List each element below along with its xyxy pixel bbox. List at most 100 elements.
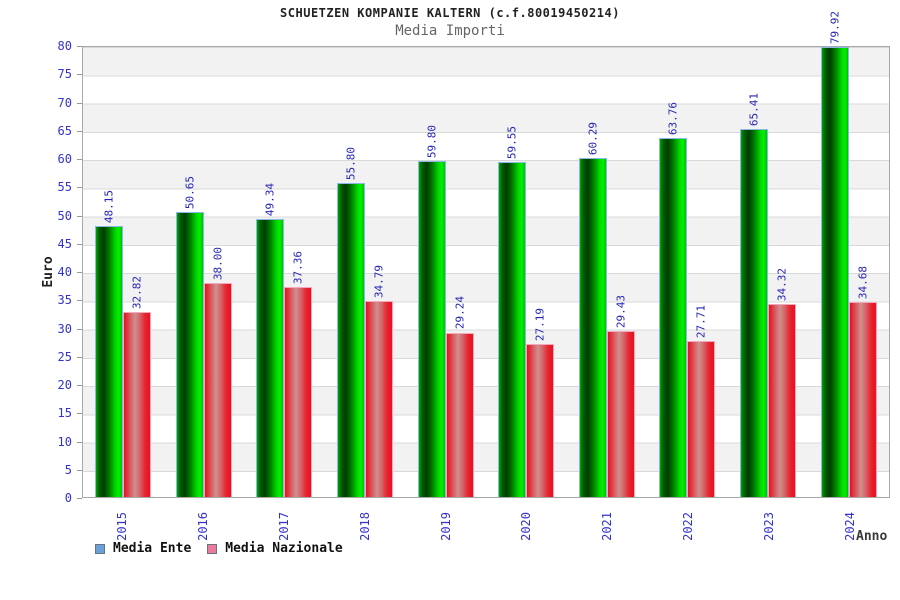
bar-media-ente-2019: 59.80: [417, 125, 446, 497]
legend-label-media-ente: Media Ente: [113, 541, 192, 556]
bar-group-2024: 79.92 34.68: [808, 11, 889, 497]
x-cell-2023: 2023: [728, 505, 809, 547]
y-tick-mark: [77, 187, 82, 189]
x-tick-label-2020: 2020: [519, 511, 534, 541]
y-tick-mark: [77, 469, 82, 471]
bar-media-ente-2023: 65.41: [740, 93, 769, 497]
x-tick-label-2015: 2015: [115, 511, 130, 541]
legend-item-media-ente: Media Ente: [95, 541, 191, 556]
bar-group-2021: 60.29 29.43: [567, 47, 648, 497]
bar-media-ente-2015: 48.15: [95, 190, 124, 497]
bar-group-2019: 59.80 29.24: [405, 47, 486, 497]
x-cell-2022: 2022: [648, 505, 729, 547]
bar-value-label-media-ente-2015: 48.15: [102, 190, 116, 224]
media-nazionale-swatch-icon: [207, 543, 218, 554]
bar-media-ente-2018: 55.80: [337, 147, 366, 497]
y-tick-mark: [77, 300, 82, 302]
bar-media-nazionale-2023: 34.32: [768, 268, 797, 497]
bar-group-2018: 55.80 34.79: [325, 47, 406, 497]
bar-group-2015: 48.15 32.82: [83, 47, 164, 497]
bar-value-label-media-ente-2016: 50.65: [183, 175, 197, 210]
x-tick-label-2024: 2024: [842, 511, 857, 541]
bar-media-nazionale-2022: 27.71: [687, 305, 716, 497]
bar-media-nazionale-2015: 32.82: [123, 276, 152, 497]
y-tick-mark: [77, 74, 82, 76]
y-tick-label-60: 60: [57, 152, 72, 166]
y-tick-label-55: 55: [57, 180, 72, 195]
x-tick-label-2017: 2017: [276, 511, 291, 541]
y-tick-label-15: 15: [57, 406, 72, 421]
y-tick-label-0: 0: [64, 491, 72, 505]
x-tick-label-2021: 2021: [600, 511, 615, 541]
y-tick-mark: [77, 413, 82, 415]
bar-value-label-media-ente-2020: 59.55: [505, 125, 519, 160]
bar-value-label-media-ente-2021: 60.29: [586, 121, 600, 155]
y-tick-mark: [77, 356, 82, 358]
bar-group-2017: 49.34 37.36: [244, 47, 325, 497]
y-tick-mark: [77, 159, 82, 160]
legend-item-media-nazionale: Media Nazionale: [207, 541, 343, 556]
x-cell-2021: 2021: [567, 505, 648, 547]
chart-title: SCHUETZEN KOMPANIE KALTERN (c.f.80019450…: [280, 6, 620, 20]
bar-media-ente-2017: 49.34: [256, 183, 285, 497]
bar-group-2016: 50.65 38.00: [164, 47, 245, 497]
bar-value-label-media-nazionale-2017: 37.36: [291, 250, 305, 284]
legend-label-media-nazionale: Media Nazionale: [225, 541, 343, 556]
bar-value-label-media-nazionale-2015: 32.82: [130, 276, 144, 310]
y-tick-mark: [77, 328, 82, 330]
bar-media-nazionale-2020: 27.19: [526, 308, 555, 497]
bar-group-2020: 59.55 27.19: [486, 47, 567, 497]
bar-value-label-media-ente-2018: 55.80: [344, 147, 358, 181]
bar-value-label-media-nazionale-2016: 38.00: [211, 247, 225, 281]
bar-media-ente-2021: 60.29: [578, 122, 607, 497]
bar-media-nazionale-2024: 34.68: [848, 266, 877, 497]
legend: Media Ente Media Nazionale: [95, 541, 343, 556]
y-tick-label-25: 25: [57, 349, 72, 364]
bar-value-label-media-nazionale-2018: 34.79: [372, 265, 386, 299]
bar-value-label-media-ente-2022: 63.76: [666, 102, 680, 136]
y-tick-mark: [77, 498, 82, 499]
y-tick-mark: [77, 243, 82, 245]
y-tick-label-65: 65: [57, 123, 72, 138]
bar-media-ente-2020: 59.55: [498, 126, 527, 497]
x-axis-title: Anno: [856, 529, 888, 544]
bar-group-2022: 63.76 27.71: [647, 47, 728, 497]
y-tick-label-45: 45: [57, 236, 72, 251]
bar-value-label-media-ente-2019: 59.80: [425, 124, 439, 158]
y-tick-label-70: 70: [57, 95, 72, 110]
y-tick-label-50: 50: [57, 208, 72, 223]
y-tick-mark: [77, 385, 82, 386]
y-tick-label-80: 80: [57, 39, 72, 53]
bar-media-ente-2016: 50.65: [175, 176, 204, 497]
bar-value-label-media-nazionale-2019: 29.24: [453, 296, 467, 330]
bar-value-label-media-ente-2017: 49.34: [263, 183, 277, 217]
x-tick-label-2016: 2016: [196, 511, 211, 541]
y-tick-mark: [77, 272, 82, 273]
y-tick-label-20: 20: [57, 378, 72, 392]
bar-value-label-media-nazionale-2023: 34.32: [775, 267, 789, 301]
bar-media-nazionale-2019: 29.24: [445, 296, 474, 497]
plot-area: 48.15 32.82 50.65 38.00 49.34 37.36 55.80 34.79…: [82, 11, 890, 498]
bar-value-label-media-ente-2024: 79.92: [828, 11, 842, 45]
bar-value-label-media-nazionale-2024: 34.68: [856, 265, 870, 299]
bar-media-nazionale-2021: 29.43: [606, 295, 635, 497]
y-tick-label-35: 35: [57, 293, 72, 308]
x-tick-label-2022: 2022: [680, 511, 695, 541]
y-tick-label-40: 40: [57, 265, 72, 279]
y-tick-label-5: 5: [64, 462, 72, 477]
bar-value-label-media-nazionale-2021: 29.43: [614, 295, 628, 329]
y-tick-label-30: 30: [57, 321, 72, 336]
media-ente-swatch-icon: [95, 543, 105, 554]
bar-media-ente-2024: 79.92: [820, 11, 849, 497]
x-tick-label-2018: 2018: [357, 511, 372, 541]
y-tick-mark: [77, 102, 82, 104]
x-tick-label-2023: 2023: [761, 511, 776, 541]
x-cell-2019: 2019: [405, 505, 486, 547]
y-tick-label-75: 75: [57, 67, 72, 82]
x-tick-label-2019: 2019: [438, 511, 453, 541]
bar-value-label-media-nazionale-2020: 27.19: [533, 307, 547, 342]
bar-media-nazionale-2016: 38.00: [203, 247, 232, 497]
chart-subtitle: Media Importi: [395, 23, 505, 39]
bars-row: 48.15 32.82 50.65 38.00 49.34 37.36 55.80 34.79…: [83, 11, 889, 497]
